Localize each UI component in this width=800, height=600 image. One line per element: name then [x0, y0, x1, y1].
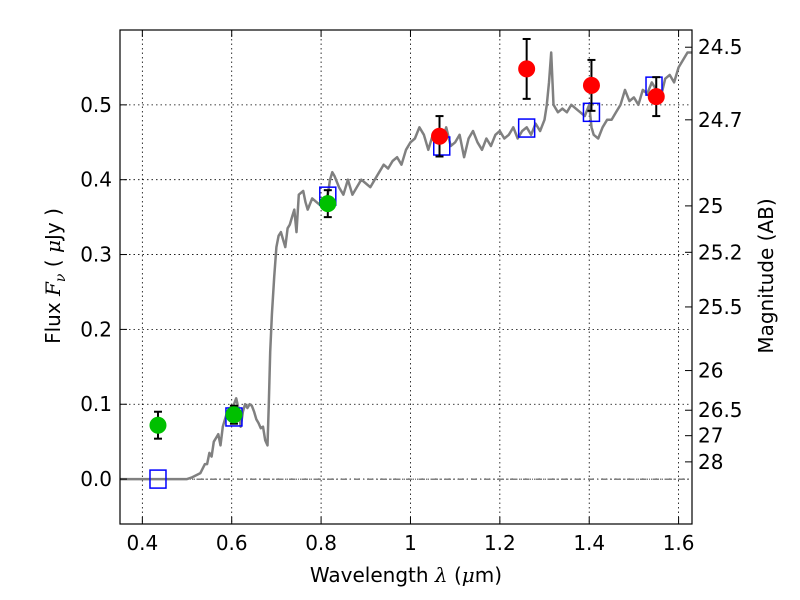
x-tick-label: 0.8: [305, 531, 337, 555]
y2-tick-label: 25.2: [698, 240, 743, 264]
plot-frame: [119, 29, 693, 525]
x-tick-label: 1.2: [484, 531, 516, 555]
y2-tick-label: 25: [698, 194, 723, 218]
model-spectrum: [120, 51, 692, 481]
y2-tick-label: 25.5: [698, 295, 743, 319]
tick-labels: 0.4 0.6 0.8 1 1.2 1.4 1.6 0.0 0.1 0.2 0.3 0.4 0.5 24.…: [80, 35, 742, 555]
model-spectrum-line: [120, 51, 692, 481]
observed-flux-point: [582, 76, 600, 94]
y-tick-label: 0.4: [80, 168, 112, 192]
observed-flux-point: [149, 416, 167, 434]
y-tick-label: 0.2: [80, 317, 112, 341]
y2-tick-label: 24.7: [698, 108, 743, 132]
grid-lines: [120, 30, 692, 524]
y2-tick-label: 24.5: [698, 35, 743, 59]
axes: [119, 29, 693, 525]
y2-tick-label: 26.5: [698, 398, 743, 422]
observed-flux-point: [225, 406, 243, 424]
data-points: [149, 37, 665, 489]
observed-flux-point: [518, 60, 536, 78]
x-tick-label: 0.6: [216, 531, 248, 555]
y-tick-label: 0.0: [80, 467, 112, 491]
observed-flux-point: [431, 127, 449, 145]
y2-tick-label: 28: [698, 450, 723, 474]
x-axis-label: Wavelength λ (μm): [310, 563, 502, 587]
y-tick-label: 0.1: [80, 392, 112, 416]
y-tick-label: 0.5: [80, 93, 112, 117]
y2-tick-label: 27: [698, 424, 723, 448]
model-flux-square: [149, 469, 167, 489]
observed-flux-point: [319, 195, 337, 213]
x-tick-label: 1.6: [663, 531, 695, 555]
y2-axis-label: Magnitude (AB): [754, 198, 778, 353]
y-tick-label: 0.3: [80, 243, 112, 267]
y-axis-label: Flux Fν ( μJy ): [41, 208, 69, 344]
observed-flux-point: [647, 88, 665, 106]
x-tick-label: 0.4: [126, 531, 158, 555]
model-flux-square: [517, 118, 536, 138]
x-tick-label: 1.4: [573, 531, 605, 555]
x-tick-label: 1: [404, 531, 417, 555]
y2-tick-label: 26: [698, 359, 723, 383]
